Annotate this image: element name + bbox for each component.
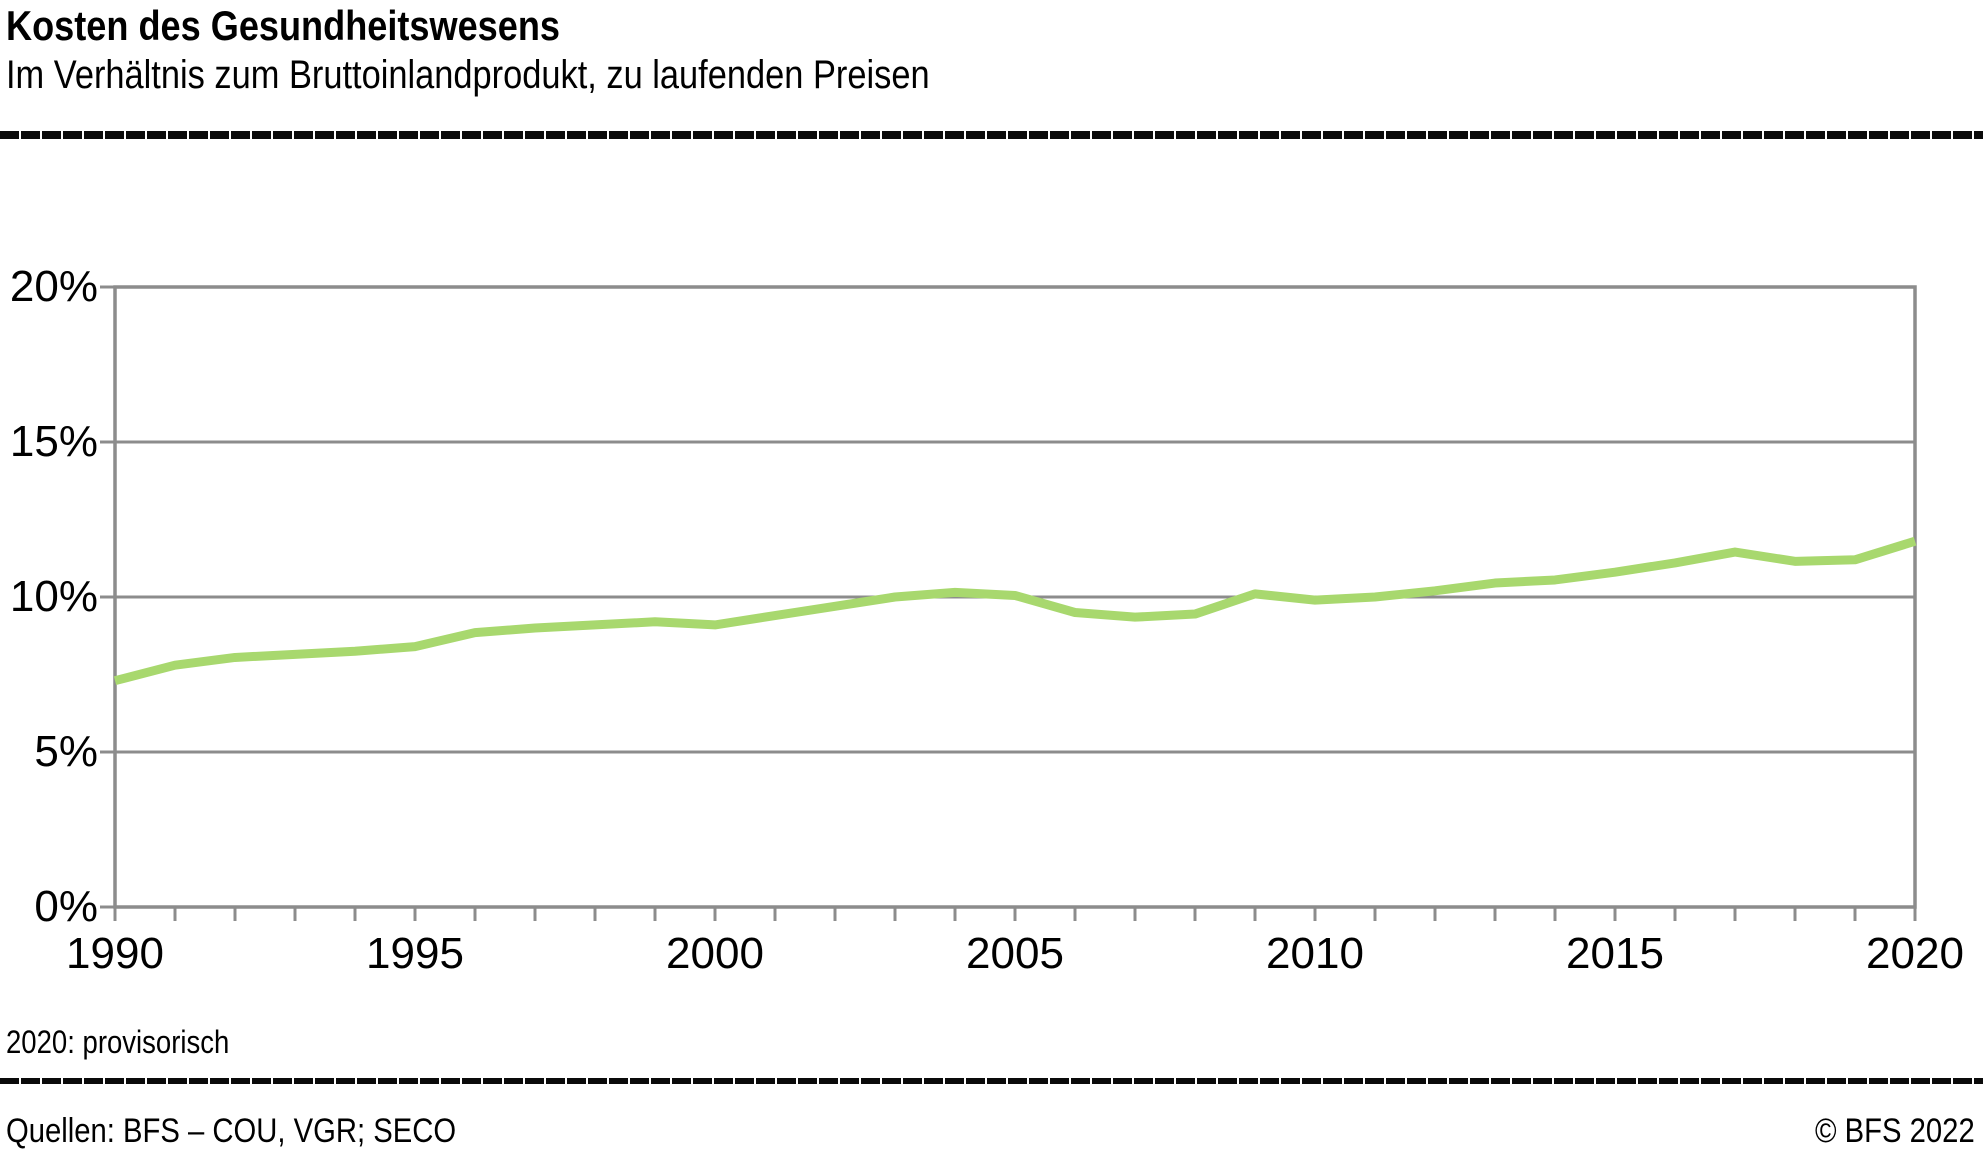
top-divider-rule <box>0 131 1983 139</box>
chart-subtitle-text: Im Verhältnis zum Bruttoinlandprodukt, z… <box>6 53 930 97</box>
y-axis-ticks <box>100 285 115 909</box>
x-axis-label: 1995 <box>366 929 464 978</box>
x-axis-label: 2015 <box>1566 929 1664 978</box>
y-axis-label: 5% <box>34 727 98 776</box>
y-axis-label: 15% <box>9 417 98 466</box>
chart-title-text: Kosten des Gesundheitswesens <box>6 2 561 49</box>
x-axis-label: 2000 <box>666 929 764 978</box>
data-line <box>113 536 1917 686</box>
x-axis-label: 2020 <box>1866 929 1964 978</box>
copyright-label: © BFS 2022 <box>1789 1112 1975 1151</box>
y-axis-label: 0% <box>34 882 98 931</box>
copyright-text: © BFS 2022 <box>1815 1112 1975 1150</box>
sources-text: Quellen: BFS – COU, VGR; SECO <box>6 1112 457 1150</box>
x-axis-label: 2010 <box>1266 929 1364 978</box>
footnote-text: 2020: provisorisch <box>6 1024 230 1060</box>
footnote: 2020: provisorisch <box>6 1024 266 1061</box>
x-axis-label: 1990 <box>66 929 164 978</box>
x-axis-label: 2005 <box>966 929 1064 978</box>
chart-title: Kosten des Gesundheitswesens <box>6 2 650 50</box>
sources-label: Quellen: BFS – COU, VGR; SECO <box>6 1112 529 1151</box>
y-axis-label: 10% <box>9 572 98 621</box>
chart-subtitle: Im Verhältnis zum Bruttoinlandprodukt, z… <box>6 52 1080 98</box>
y-axis-label: 20% <box>9 262 98 311</box>
bottom-divider-rule <box>0 1078 1983 1084</box>
plot-border <box>113 285 1917 909</box>
x-axis-ticks <box>113 907 1917 921</box>
